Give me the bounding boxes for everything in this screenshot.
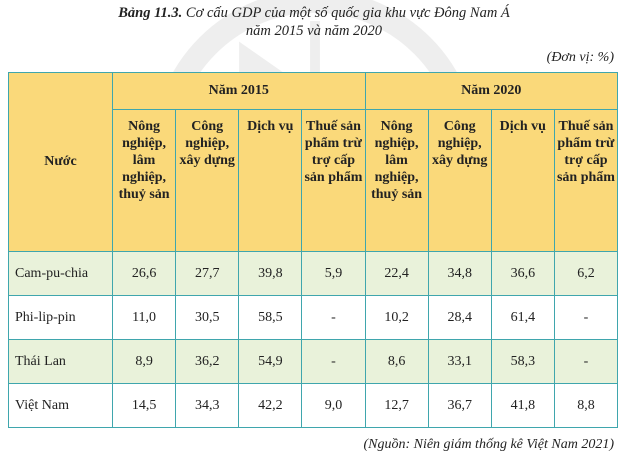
country-name: Việt Nam [8, 383, 113, 428]
source-note: (Nguồn: Niên giám thống kê Việt Nam 2021… [363, 437, 614, 452]
table-cell: 5,9 [301, 251, 366, 296]
table-cell: 8,8 [553, 383, 619, 428]
table-cell: 61,4 [490, 295, 555, 340]
table-cell: 39,8 [238, 251, 303, 296]
subheader-services-2020: Dịch vụ [490, 109, 555, 252]
table-cell: 34,3 [175, 383, 240, 428]
table-row: Việt Nam 14,5 34,3 42,2 9,0 12,7 36,7 41… [8, 383, 619, 428]
subheader-services-2015: Dịch vụ [238, 109, 303, 252]
caption-subtitle: năm 2015 và năm 2020 [245, 23, 383, 39]
caption-label: Bảng 11.3. [118, 5, 183, 21]
table-cell: 42,2 [238, 383, 303, 428]
table-cell: 26,6 [111, 251, 177, 296]
table-cell: 11,0 [111, 295, 177, 340]
table-row: Phi-lip-pin 11,0 30,5 58,5 - 10,2 28,4 6… [8, 295, 619, 340]
table-cell: 30,5 [175, 295, 240, 340]
table-cell: 36,7 [427, 383, 492, 428]
table-cell: 22,4 [364, 251, 429, 296]
table-cell: 36,6 [490, 251, 555, 296]
table-cell: - [301, 339, 366, 384]
table-cell: - [301, 295, 366, 340]
group-header-2020: Năm 2020 [364, 72, 618, 110]
table-row: Cam-pu-chia 26,6 27,7 39,8 5,9 22,4 34,8… [8, 251, 619, 296]
subheader-industry-2020: Công nghiệp, xây dựng [427, 109, 492, 252]
country-name: Thái Lan [8, 339, 113, 384]
table-cell: 14,5 [111, 383, 177, 428]
table-cell: - [553, 339, 619, 384]
table-cell: 34,8 [427, 251, 492, 296]
table-cell: - [553, 295, 619, 340]
country-header: Nước [8, 72, 113, 252]
table-cell: 27,7 [175, 251, 240, 296]
subheader-taxes-2015: Thuế sản phẩm trừ trợ cấp sản phẩm [301, 109, 366, 252]
table-row: Thái Lan 8,9 36,2 54,9 - 8,6 33,1 58,3 - [8, 339, 619, 384]
table-cell: 9,0 [301, 383, 366, 428]
subheader-agriculture-2015: Nông nghiệp, lâm nghiệp, thuỷ sản [111, 109, 177, 252]
country-name: Cam-pu-chia [8, 251, 113, 296]
table-cell: 10,2 [364, 295, 429, 340]
gdp-structure-table: Nước Năm 2015 Năm 2020 Nông nghiệp, lâm … [8, 72, 619, 428]
table-cell: 8,6 [364, 339, 429, 384]
subheader-taxes-2020: Thuế sản phẩm trừ trợ cấp sản phẩm [553, 109, 619, 252]
country-name: Phi-lip-pin [8, 295, 113, 340]
table-cell: 41,8 [490, 383, 555, 428]
table-cell: 54,9 [238, 339, 303, 384]
subheader-agriculture-2020: Nông nghiệp, lâm nghiệp, thuỷ sản [364, 109, 429, 252]
table-cell: 28,4 [427, 295, 492, 340]
table-caption: Bảng 11.3. Cơ cấu GDP của một số quốc gi… [0, 4, 628, 40]
table-cell: 58,5 [238, 295, 303, 340]
caption-title: Cơ cấu GDP của một số quốc gia khu vực Đ… [182, 5, 510, 21]
subheader-industry-2015: Công nghiệp, xây dựng [175, 109, 240, 252]
unit-note: (Đơn vị: %) [546, 50, 614, 65]
table-cell: 33,1 [427, 339, 492, 384]
table-cell: 6,2 [553, 251, 619, 296]
table-cell: 8,9 [111, 339, 177, 384]
table-cell: 12,7 [364, 383, 429, 428]
table-cell: 58,3 [490, 339, 555, 384]
group-header-2015: Năm 2015 [112, 72, 366, 110]
table-cell: 36,2 [175, 339, 240, 384]
